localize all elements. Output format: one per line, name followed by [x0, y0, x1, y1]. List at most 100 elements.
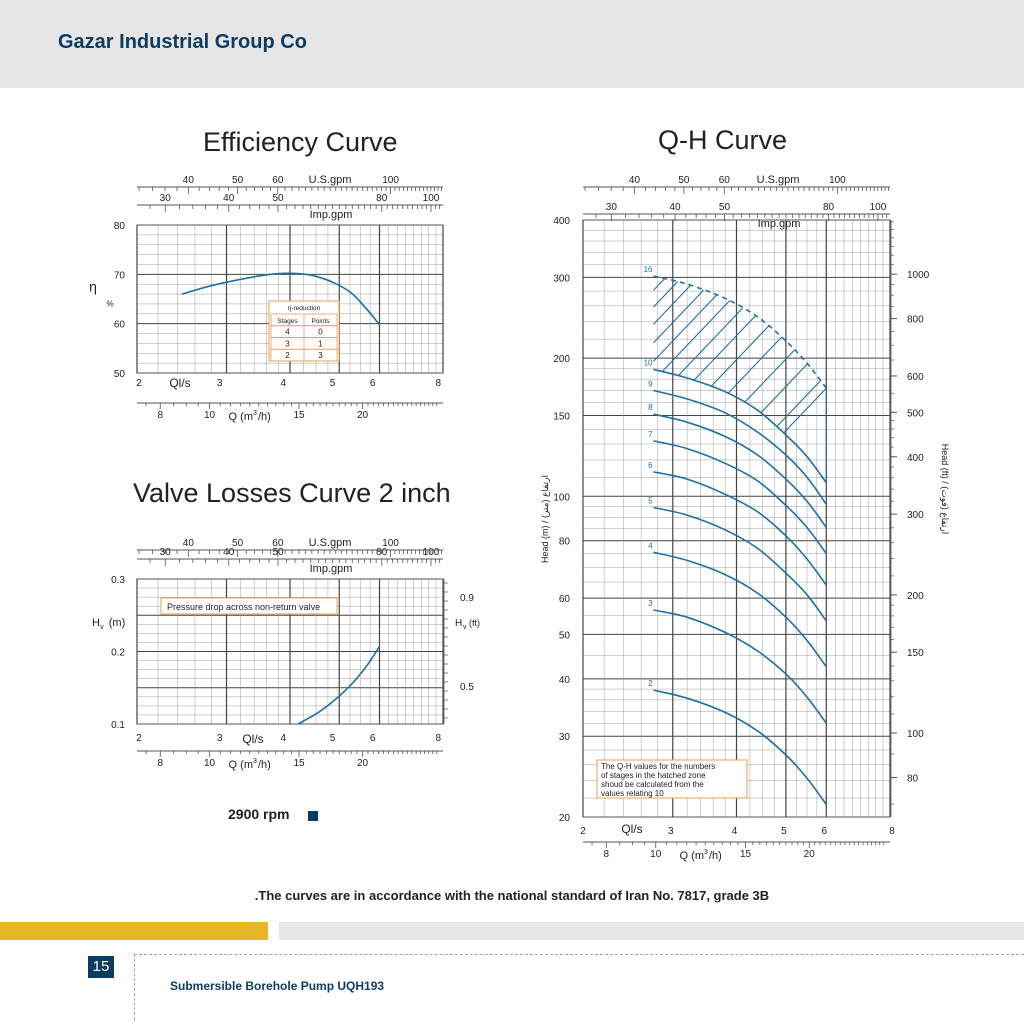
usgpm-tick-label: 100: [382, 538, 399, 549]
imp-tick-label: 40: [669, 202, 681, 213]
hatch-line: [710, 325, 769, 387]
imp-tick-label: 50: [272, 193, 284, 204]
y-axis-label-sub: v: [100, 624, 104, 631]
usgpm-tick-label: 40: [629, 175, 641, 186]
x-tick-label: 2: [580, 826, 586, 837]
m3h-tick-label: 20: [804, 849, 816, 860]
ft-tick-label: 400: [907, 453, 924, 464]
qh-title: Q-H Curve: [658, 125, 788, 155]
ft-tick-label: 800: [907, 315, 924, 326]
hatch-line: [677, 307, 743, 377]
ft-tick-label: 0.5: [460, 682, 474, 693]
y-tick-label: 100: [553, 492, 570, 503]
qh-curve-label-4: 4: [648, 541, 653, 550]
usgpm-tick-label: 100: [829, 175, 846, 186]
product-name: Submersible Borehole Pump UQH193: [170, 979, 385, 993]
valve-annotation-text: Pressure drop across non-return valve: [167, 602, 320, 612]
y2-axis-label: Head (ft) / ارتفاع (فوت): [939, 444, 950, 534]
x-axis-label: Ql/s: [169, 376, 190, 390]
hatch-line: [760, 363, 808, 414]
y-tick-label: 50: [114, 369, 126, 380]
m3h-axis-label: Q (m: [680, 850, 704, 862]
imp-tick-label: 50: [719, 202, 731, 213]
x-tick-label: 8: [435, 378, 441, 389]
x-tick-label: 2: [136, 733, 142, 744]
m3h-axis-label: Q (m: [229, 759, 253, 771]
x-axis-label: Ql/s: [242, 732, 263, 746]
ft-tick-label: 1000: [907, 270, 930, 281]
qh-note-line: values relating 10: [601, 789, 664, 798]
y-tick-label: 300: [553, 273, 570, 284]
usgpm-tick-label: 50: [232, 538, 244, 549]
eta-reduction-cell: Stages: [277, 318, 298, 325]
y-tick-label: 60: [114, 320, 126, 331]
m3h-tick-label: 8: [604, 849, 610, 860]
imp-tick-label: 100: [423, 193, 440, 204]
qh-curve-stage-16: [653, 275, 827, 389]
qh-note-line: shoud be calculated from the: [601, 780, 704, 789]
hatch-line: [653, 278, 665, 291]
eta-reduction-cell: 1: [318, 339, 323, 348]
imp-tick-label: 80: [823, 202, 835, 213]
usgpm-tick-label: 50: [232, 175, 244, 186]
footer-divider-horizontal: [134, 954, 1024, 955]
usgpm-tick-label: 60: [272, 175, 284, 186]
qh-curve-label-6: 6: [648, 461, 653, 470]
eta-reduction-cell: Points: [311, 318, 330, 325]
ft-tick-label: 80: [907, 774, 919, 785]
imp-tick-label: 30: [606, 202, 618, 213]
imp-axis-label: Imp.gpm: [310, 563, 353, 575]
hatch-line: [744, 349, 795, 403]
usgpm-axis-label: U.S.gpm: [757, 174, 800, 186]
y-tick-label: 30: [559, 732, 571, 743]
m3h-axis-label-tail: /h): [709, 850, 722, 862]
usgpm-tick-label: 100: [382, 175, 399, 186]
ft-tick-label: 600: [907, 372, 924, 383]
y-tick-label: 50: [559, 630, 571, 641]
m3h-axis-label-sup: 3: [704, 849, 708, 856]
qh-note-line: of stages in the hatched zone: [601, 771, 706, 780]
x-tick-label: 6: [370, 733, 376, 744]
y-tick-label: 80: [559, 537, 571, 548]
y-axis-label: η: [89, 279, 97, 295]
hatch-line: [776, 380, 821, 428]
qh-curve-stage-5: [653, 506, 827, 622]
standard-footnote: .The curves are in accordance with the n…: [254, 888, 770, 903]
imp-axis-label: Imp.gpm: [310, 209, 353, 221]
imp-tick-label: 30: [160, 193, 172, 204]
m3h-tick-label: 15: [740, 849, 752, 860]
x-tick-label: 3: [217, 733, 223, 744]
x-tick-label: 8: [435, 733, 441, 744]
hatch-line: [653, 285, 691, 325]
x-tick-label: 8: [889, 826, 895, 837]
rpm-marker: [308, 811, 318, 821]
usgpm-axis-label: U.S.gpm: [309, 537, 352, 549]
x-tick-label: 5: [781, 826, 787, 837]
ft-axis-label: H: [455, 618, 462, 629]
y-tick-label: 60: [559, 594, 571, 605]
footer-accent-bar: [0, 922, 268, 940]
company-name: Gazar Industrial Group Co: [58, 31, 307, 53]
m3h-tick-label: 20: [357, 410, 369, 421]
y-tick-label: 400: [553, 216, 570, 227]
x-tick-label: 4: [732, 826, 738, 837]
y-axis-unit: %: [106, 299, 113, 308]
usgpm-tick-label: 60: [272, 538, 284, 549]
qh-curve-stage-10: [653, 368, 827, 484]
hatch-line: [727, 336, 782, 394]
usgpm-axis-label: U.S.gpm: [309, 174, 352, 186]
valve-title: Valve Losses Curve 2 inch: [133, 478, 451, 508]
eta-reduction-cell: 0: [318, 328, 323, 337]
m3h-tick-label: 8: [157, 758, 163, 769]
m3h-axis-label-tail: /h): [258, 411, 271, 423]
eta-reduction-table-title: η-reduction: [288, 305, 321, 312]
m3h-tick-label: 10: [650, 849, 662, 860]
hatched-zone: [653, 278, 827, 434]
hatch-line: [653, 281, 678, 308]
efficiency-curve: [181, 272, 381, 326]
y-tick-label: 0.1: [111, 720, 125, 731]
m3h-axis-label-sup: 3: [253, 410, 257, 417]
ft-tick-label: 0.9: [460, 593, 474, 604]
ft-tick-label: 150: [907, 648, 924, 659]
